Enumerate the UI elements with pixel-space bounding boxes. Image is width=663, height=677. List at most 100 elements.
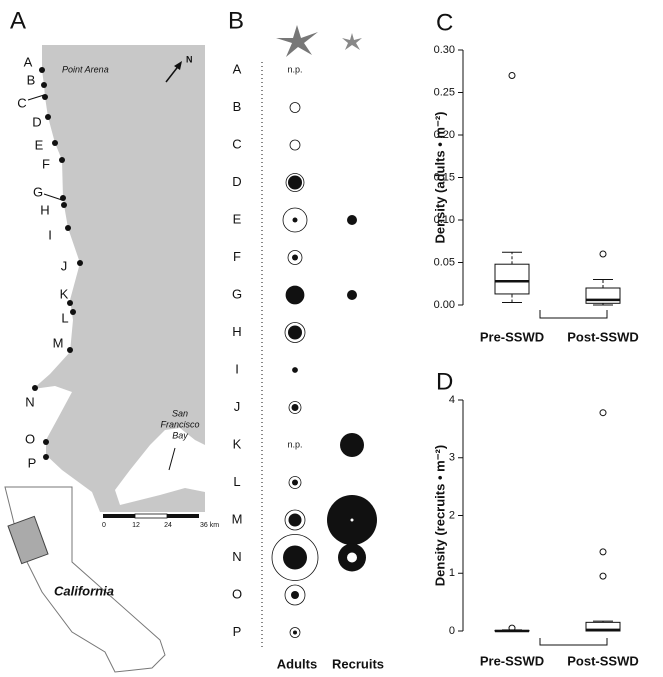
bubble-inner [292,367,298,373]
bay-label: San [172,408,188,418]
y-tick-label: 0.00 [434,299,455,311]
bay [115,428,205,505]
site [70,309,76,315]
bay-label: Bay [172,430,188,440]
row-label: G [232,286,242,301]
place-label: Point Arena [62,64,109,74]
scale-bar [103,514,135,518]
bay-label: Francisco [160,419,199,429]
bubble-outer [347,290,357,300]
bubble-inner [283,545,307,570]
site-label: N [25,394,34,409]
state-label: California [54,583,114,598]
row-label: F [233,249,241,264]
row-label: M [232,511,243,526]
site-label: F [42,156,50,171]
scale-label: 12 [132,522,140,529]
box [494,263,530,295]
outlier [508,72,516,79]
bubble-outer [285,173,305,192]
y-tick-label: 0.05 [434,256,455,268]
panel-label: C [436,9,453,36]
leader [43,193,63,201]
bubble-inner [292,254,298,261]
row-label: P [233,624,242,639]
y-tick-label: 3 [449,452,455,464]
bubble-outer [284,509,306,531]
outlier [508,624,516,632]
y-tick-label: 0.25 [434,86,455,98]
bubble-outer [284,584,306,606]
site-label: L [61,310,68,325]
bracket [539,638,608,646]
site [59,157,65,163]
x-tick-label: Pre-SSWD [480,653,544,668]
row-label: N [232,549,241,564]
site [39,67,45,73]
bubble-inner [292,479,298,486]
scale-label: 0 [102,522,106,529]
column-label: Recruits [332,656,384,671]
site [52,140,58,146]
bubble-outer [289,627,301,638]
row-label: D [232,174,241,189]
y-axis-label: Density (adults • m⁻²) [432,111,447,243]
site [45,114,51,120]
row-label: K [233,436,242,451]
bubble-outer [282,207,308,233]
row-label: H [232,324,241,339]
outlier [599,572,607,580]
y-tick-label: 1 [449,567,455,579]
bubble-outer [284,322,306,343]
site-label: K [60,286,69,301]
site-label: C [17,95,26,110]
site-label: D [32,114,41,129]
outlier [599,250,607,258]
site-label: M [53,335,64,350]
y-tick-label: 0.20 [434,129,455,141]
site [65,225,71,231]
y-tick-label: 2 [449,509,455,521]
bracket [539,310,608,319]
row-label: I [235,361,239,376]
row-label: J [234,399,241,414]
y-tick-label: 0 [449,625,455,637]
bubble-outer [288,476,302,489]
site-label: E [35,137,44,152]
y-tick-label: 4 [449,394,455,406]
adult-icon [276,25,318,57]
bubble-inner [291,591,299,599]
row-label: E [233,211,242,226]
recruit-icon [342,33,362,50]
bubble-outer [287,250,303,265]
bubble-outer [347,215,357,225]
land [33,45,205,512]
panel-label: B [228,7,244,34]
bubble-outer [288,401,302,414]
site [41,82,47,88]
site [67,347,73,353]
bubble-inner [288,175,302,190]
site-label: I [48,227,52,242]
bubble-outer [340,433,364,457]
x-tick-label: Post-SSWD [567,329,639,344]
site [77,260,83,266]
bubble-inner [291,404,299,411]
leader [27,94,45,101]
y-tick-label: 0.30 [434,44,455,56]
y-tick-label: 0.15 [434,171,455,183]
y-tick-label: 0.10 [434,214,455,226]
bubble-inner [286,286,304,304]
panel-label: D [436,368,453,395]
site-label: B [27,72,36,87]
outlier [599,409,607,417]
bubble-inner [293,630,297,635]
value-label: n.p. [287,64,302,74]
panel-label: A [10,7,26,34]
row-label: L [233,474,240,489]
bubble-outer [271,534,319,581]
site-label: O [25,431,35,446]
site [43,439,49,445]
site [67,300,73,306]
